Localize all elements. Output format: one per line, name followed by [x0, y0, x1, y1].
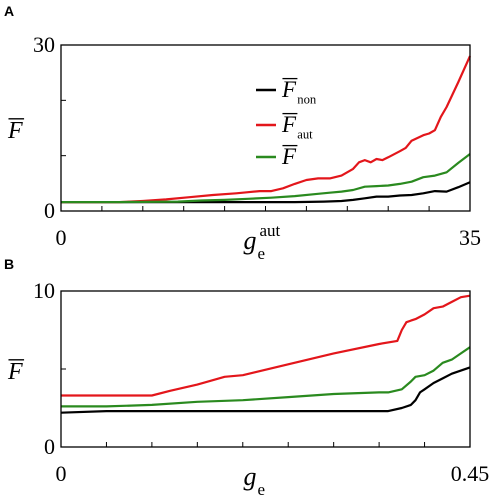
panel-b-series-f-non-line — [60, 366, 471, 414]
svg-text:non: non — [297, 92, 317, 106]
svg-text:e: e — [258, 244, 266, 263]
svg-text:F: F — [7, 359, 23, 385]
panel-a-x-tick-label: 35 — [459, 225, 481, 250]
legend-item-f: F — [256, 144, 298, 169]
svg-text:F: F — [281, 112, 297, 137]
panel-a-plot-frame — [60, 44, 471, 212]
legend-label-f: F — [281, 144, 298, 169]
chart-panel-b: 0 10 0 0.45 Fg e — [7, 278, 489, 499]
panel-a-x-tick-label: 0 — [56, 225, 67, 250]
panel-label-b: B — [4, 256, 14, 272]
svg-text:aut: aut — [260, 221, 281, 240]
panel-b-x-tick-label: 0 — [56, 461, 67, 486]
svg-text:e: e — [258, 480, 266, 499]
panel-a-series-f-aut-line — [61, 55, 472, 204]
svg-text:F: F — [281, 77, 297, 102]
panel-b-plot-frame — [60, 290, 471, 448]
panel-a-series-f-line — [61, 153, 471, 204]
panel-a-y-tick-label: 0 — [44, 198, 55, 223]
panel-b-y-tick-label: 10 — [33, 278, 55, 303]
panel-b-x-tick-label: 0.45 — [451, 461, 490, 486]
panel-label-a: A — [4, 3, 14, 19]
panel-b-series-f-aut-line — [61, 294, 471, 397]
panel-b-y-axis-label: F — [7, 359, 25, 385]
svg-text:aut: aut — [297, 127, 313, 141]
svg-text:F: F — [281, 144, 297, 169]
svg-text:g: g — [244, 462, 257, 491]
svg-text:F: F — [7, 118, 23, 144]
panel-b-y-tick-label: 0 — [44, 434, 55, 459]
panel-a-y-axis-label: F — [7, 118, 25, 144]
panel-b-series-f-line — [61, 346, 471, 408]
panel-a-x-axis-label: g e aut — [244, 221, 281, 263]
panel-a-y-tick-label: 30 — [33, 32, 55, 57]
svg-text:g: g — [244, 226, 257, 255]
panel-a-series-f-non-line — [61, 181, 471, 204]
